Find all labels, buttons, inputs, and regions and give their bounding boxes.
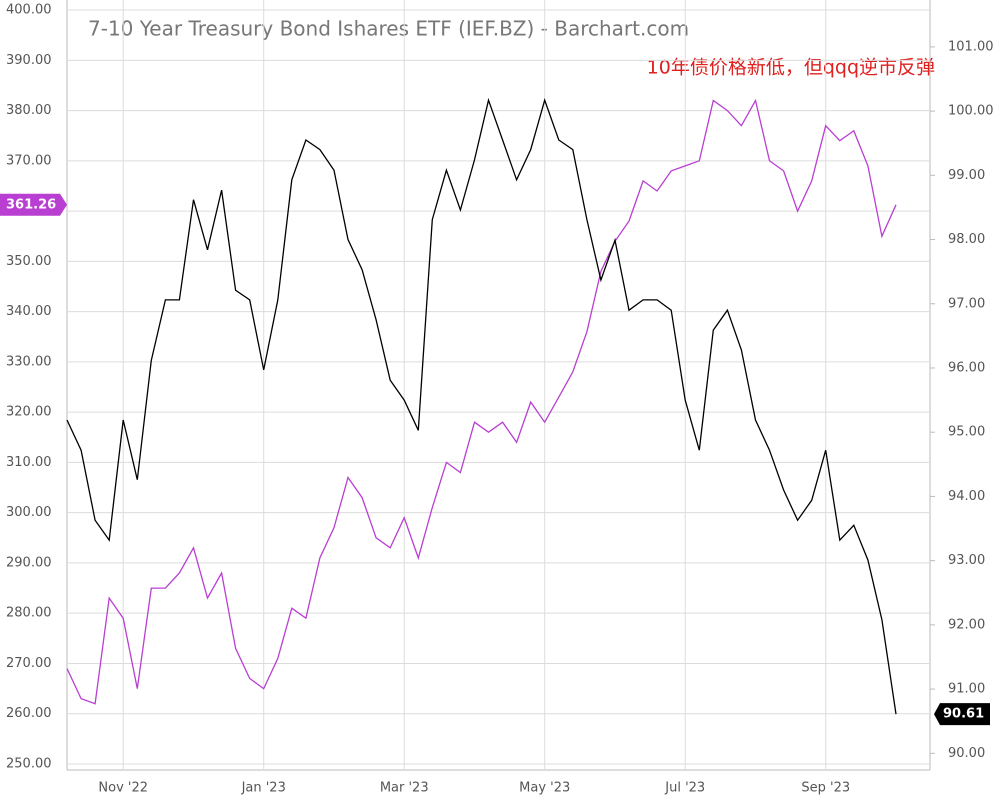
y-tick-label: 370.00 [6, 153, 52, 168]
annotation: 10年债价格新低，但qqq逆市反弹 [647, 57, 935, 79]
last-value-tag: 90.61 [934, 703, 990, 726]
y-tick-label: 400.00 [6, 3, 52, 18]
value-label: 90.61 [943, 707, 984, 722]
y2-tick-label: 96.00 [948, 360, 985, 375]
y2-tick-label: 91.00 [948, 682, 985, 697]
y-tick-label: 310.00 [6, 455, 52, 470]
value-tag-bg [934, 703, 990, 726]
x-tick-label: Jan '23 [241, 781, 286, 796]
y-tick-label: 260.00 [6, 706, 52, 721]
y2-tick-label: 93.00 [948, 553, 985, 568]
y-tick-label: 330.00 [6, 354, 52, 369]
y-tick-label: 340.00 [6, 304, 52, 319]
value-tag-bg [0, 193, 67, 216]
x-tick-label: Jul '23 [664, 781, 705, 796]
series-line [66, 97, 897, 715]
y2-tick-label: 97.00 [948, 296, 985, 311]
chart-title: 7-10 Year Treasury Bond Ishares ETF (IEF… [88, 17, 689, 41]
series-line [66, 98, 897, 705]
x-tick-label: Nov '22 [98, 781, 148, 796]
x-tick-label: Mar '23 [380, 781, 429, 796]
y-tick-label: 320.00 [6, 405, 52, 420]
y2-tick-label: 100.00 [948, 104, 994, 119]
y-tick-label: 300.00 [6, 505, 52, 520]
x-tick-label: Sep '23 [801, 781, 850, 796]
y-tick-label: 390.00 [6, 53, 52, 68]
y2-tick-label: 95.00 [948, 425, 985, 440]
y2-tick-label: 90.00 [948, 746, 985, 761]
y-tick-label: 280.00 [6, 606, 52, 621]
y-tick-label: 290.00 [6, 555, 52, 570]
y-tick-label: 270.00 [6, 656, 52, 671]
y-tick-label: 350.00 [6, 254, 52, 269]
last-value-tag: 361.26 [0, 193, 67, 216]
y2-tick-label: 99.00 [948, 168, 985, 183]
y2-tick-label: 101.00 [948, 39, 994, 54]
y2-tick-label: 98.00 [948, 232, 985, 247]
y-tick-label: 250.00 [6, 756, 52, 771]
value-label: 361.26 [6, 197, 56, 212]
y2-tick-label: 92.00 [948, 617, 985, 632]
y-tick-label: 380.00 [6, 103, 52, 118]
x-tick-label: May '23 [519, 781, 570, 796]
y2-tick-label: 94.00 [948, 489, 985, 504]
